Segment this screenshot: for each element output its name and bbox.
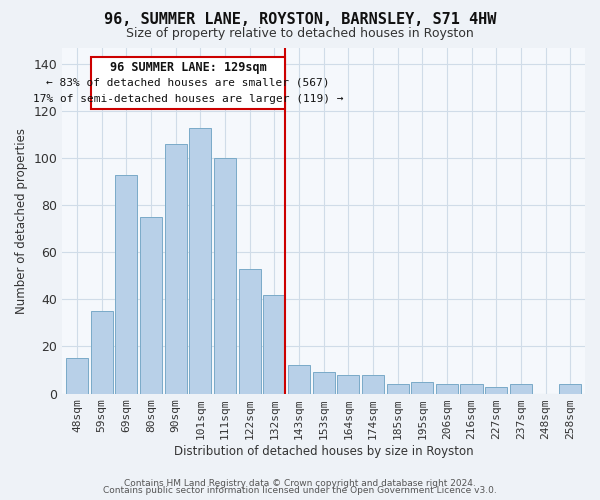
Bar [436,384,458,394]
Text: Contains HM Land Registry data © Crown copyright and database right 2024.: Contains HM Land Registry data © Crown c… [124,478,476,488]
Bar [386,384,409,394]
Bar [485,386,508,394]
Bar [115,174,137,394]
Text: 17% of semi-detached houses are larger (119) →: 17% of semi-detached houses are larger (… [33,94,343,104]
Bar [189,128,211,394]
Bar [164,144,187,394]
Bar [214,158,236,394]
FancyBboxPatch shape [91,57,286,108]
Bar [313,372,335,394]
Bar [239,269,261,394]
Bar [460,384,482,394]
Bar [362,374,384,394]
Bar [91,311,113,394]
Bar [66,358,88,394]
Y-axis label: Number of detached properties: Number of detached properties [15,128,28,314]
Bar [140,217,162,394]
Bar [411,382,433,394]
X-axis label: Distribution of detached houses by size in Royston: Distribution of detached houses by size … [174,444,473,458]
Bar [288,366,310,394]
Text: Contains public sector information licensed under the Open Government Licence v3: Contains public sector information licen… [103,486,497,495]
Bar [510,384,532,394]
Text: 96 SUMMER LANE: 129sqm: 96 SUMMER LANE: 129sqm [110,61,266,74]
Text: ← 83% of detached houses are smaller (567): ← 83% of detached houses are smaller (56… [46,78,330,88]
Text: Size of property relative to detached houses in Royston: Size of property relative to detached ho… [126,28,474,40]
Bar [559,384,581,394]
Bar [263,294,286,394]
Bar [337,374,359,394]
Text: 96, SUMMER LANE, ROYSTON, BARNSLEY, S71 4HW: 96, SUMMER LANE, ROYSTON, BARNSLEY, S71 … [104,12,496,28]
